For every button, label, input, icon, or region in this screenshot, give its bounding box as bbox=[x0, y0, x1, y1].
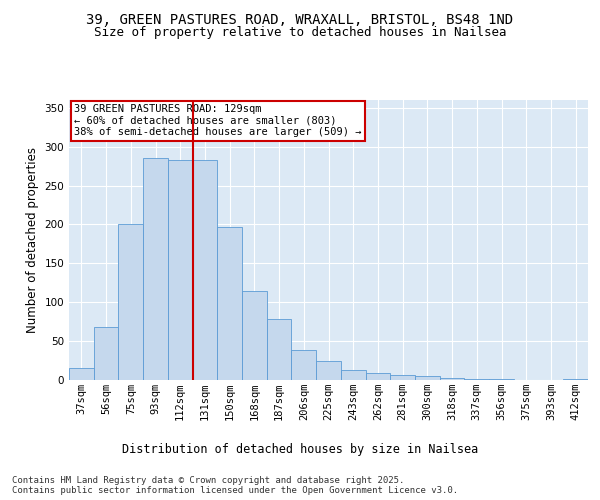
Bar bbox=[118, 224, 143, 380]
Bar bbox=[267, 320, 292, 380]
Text: Size of property relative to detached houses in Nailsea: Size of property relative to detached ho… bbox=[94, 26, 506, 39]
Text: 39 GREEN PASTURES ROAD: 129sqm
← 60% of detached houses are smaller (803)
38% of: 39 GREEN PASTURES ROAD: 129sqm ← 60% of … bbox=[74, 104, 362, 138]
Bar bbox=[415, 376, 440, 380]
Bar bbox=[69, 368, 94, 380]
Bar bbox=[193, 160, 217, 380]
Bar bbox=[217, 227, 242, 380]
Bar bbox=[489, 379, 514, 380]
Y-axis label: Number of detached properties: Number of detached properties bbox=[26, 147, 39, 333]
Text: Distribution of detached houses by size in Nailsea: Distribution of detached houses by size … bbox=[122, 442, 478, 456]
Bar bbox=[168, 160, 193, 380]
Text: Contains HM Land Registry data © Crown copyright and database right 2025.
Contai: Contains HM Land Registry data © Crown c… bbox=[12, 476, 458, 495]
Bar bbox=[94, 327, 118, 380]
Bar bbox=[316, 360, 341, 380]
Bar bbox=[440, 378, 464, 380]
Bar bbox=[292, 350, 316, 380]
Bar bbox=[143, 158, 168, 380]
Bar bbox=[242, 290, 267, 380]
Bar bbox=[464, 379, 489, 380]
Text: 39, GREEN PASTURES ROAD, WRAXALL, BRISTOL, BS48 1ND: 39, GREEN PASTURES ROAD, WRAXALL, BRISTO… bbox=[86, 12, 514, 26]
Bar bbox=[365, 373, 390, 380]
Bar bbox=[563, 379, 588, 380]
Bar bbox=[341, 370, 365, 380]
Bar bbox=[390, 376, 415, 380]
